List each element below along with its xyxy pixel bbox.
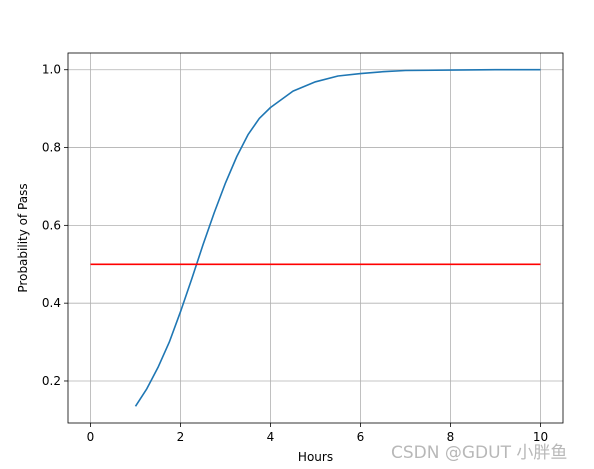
x-tick-label: 4 xyxy=(267,430,275,444)
x-axis-label: Hours xyxy=(298,450,333,464)
x-tick-label: 0 xyxy=(87,430,95,444)
y-tick-label: 0.8 xyxy=(42,141,61,155)
watermark: CSDN @GDUT 小胖鱼 xyxy=(391,443,568,463)
x-tick-label: 8 xyxy=(447,430,455,444)
series-line-sigmoid xyxy=(134,68,541,407)
grid xyxy=(68,53,563,423)
y-tick-label: 1.0 xyxy=(42,63,61,77)
axes-frame xyxy=(67,52,564,424)
ticks: 0 2 4 6 8 10 0.2 0.4 0.6 0.8 1.0 xyxy=(42,63,548,444)
y-axis-label: Probability of Pass xyxy=(16,183,30,292)
plot-frame xyxy=(67,52,564,424)
series-layer xyxy=(90,68,541,407)
y-tick-label: 0.2 xyxy=(42,374,61,388)
x-tick-label: 10 xyxy=(533,430,548,444)
y-tick-label: 0.4 xyxy=(42,296,61,310)
x-tick-label: 6 xyxy=(357,430,365,444)
y-tick-label: 0.6 xyxy=(42,218,61,232)
x-tick-label: 2 xyxy=(177,430,185,444)
